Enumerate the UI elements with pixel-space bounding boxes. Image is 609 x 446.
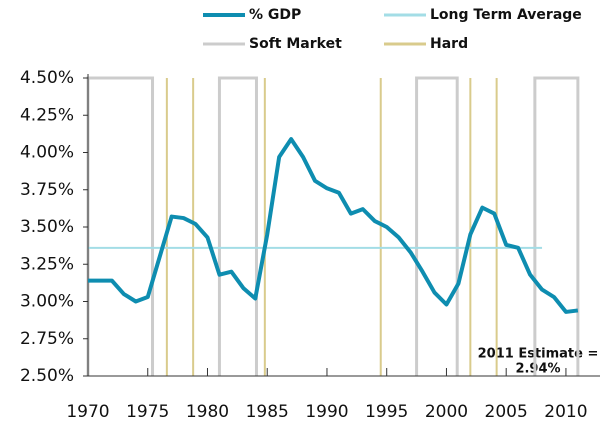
- soft-market: [217, 76, 258, 376]
- soft-market: [533, 76, 580, 376]
- annotation: 2011 Estimate =: [478, 347, 599, 362]
- y-tick-label: 4.50%: [20, 68, 74, 88]
- x-tick-label: 2000: [425, 402, 468, 422]
- y-tick-label: 4.25%: [20, 105, 74, 125]
- x-tick-label: 2005: [485, 402, 528, 422]
- gdp-line: [88, 137, 579, 314]
- soft-market: [415, 76, 459, 376]
- legend-label: Long Term Average: [430, 7, 582, 23]
- y-tick-label: 3.75%: [20, 180, 74, 200]
- annotation: 2.94%: [515, 362, 560, 377]
- soft-market: [86, 76, 155, 376]
- x-tick-label: 2010: [544, 402, 587, 422]
- y-tick-label: 2.75%: [20, 329, 74, 349]
- legend-label: % GDP: [249, 7, 301, 23]
- x-tick-label: 1995: [365, 402, 408, 422]
- x-tick-label: 1975: [126, 402, 169, 422]
- y-tick-label: 3.50%: [20, 217, 74, 237]
- legend-label: Soft Market: [249, 36, 342, 52]
- x-tick-label: 1980: [186, 402, 229, 422]
- y-tick-label: 2.50%: [20, 366, 74, 386]
- y-tick-label: 3.00%: [20, 292, 74, 312]
- x-tick-label: 1990: [305, 402, 348, 422]
- y-tick-label: 4.00%: [20, 143, 74, 163]
- x-tick-label: 1985: [246, 402, 289, 422]
- legend-label: Hard: [430, 36, 468, 52]
- y-tick-label: 3.25%: [20, 254, 74, 274]
- x-tick-label: 1970: [66, 402, 109, 422]
